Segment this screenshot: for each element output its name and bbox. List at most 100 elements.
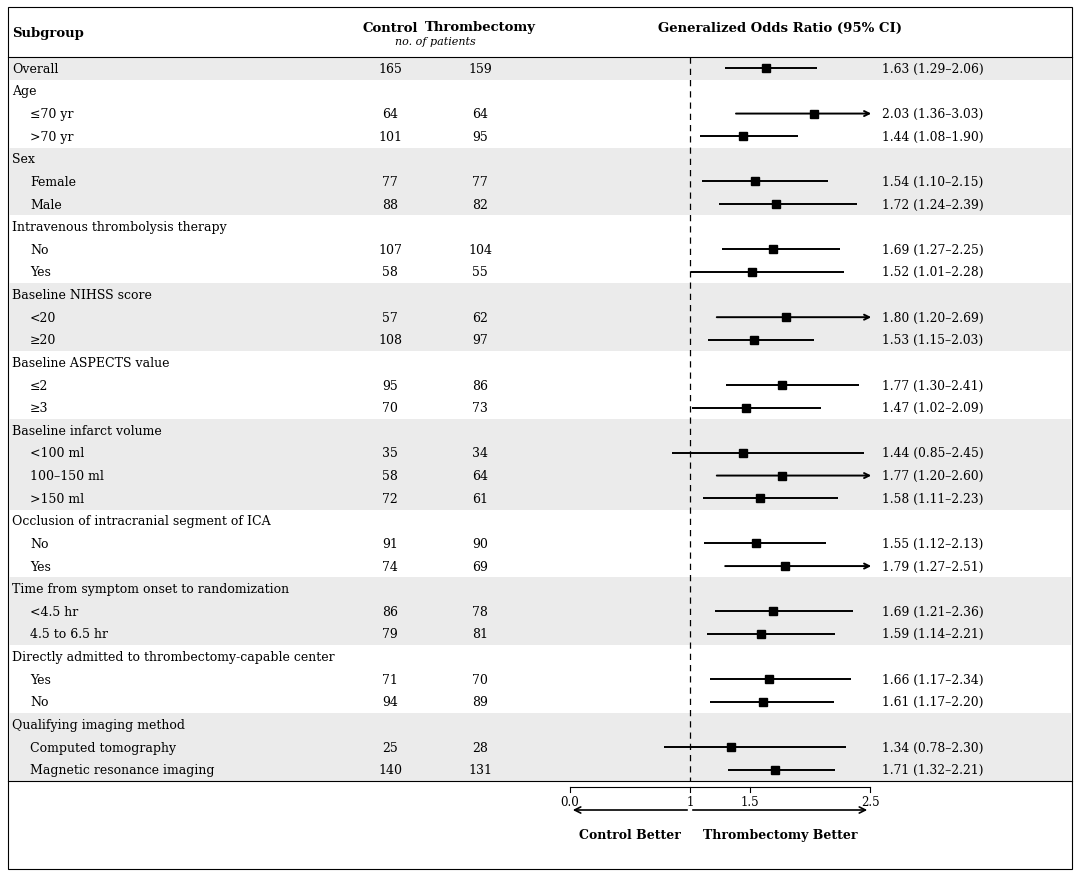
Text: 78: 78 <box>472 605 488 618</box>
Text: 69: 69 <box>472 560 488 573</box>
Text: 86: 86 <box>472 379 488 392</box>
Bar <box>9 623 1071 645</box>
Text: 1.79 (1.27–2.51): 1.79 (1.27–2.51) <box>882 560 984 573</box>
Text: Yes: Yes <box>30 560 51 573</box>
Bar <box>9 148 1071 171</box>
Text: 79: 79 <box>382 628 397 641</box>
Text: 62: 62 <box>472 311 488 324</box>
Text: 1.54 (1.10–2.15): 1.54 (1.10–2.15) <box>882 175 984 189</box>
Text: 64: 64 <box>382 108 399 121</box>
Text: 1.72 (1.24–2.39): 1.72 (1.24–2.39) <box>882 198 984 211</box>
Text: 1.66 (1.17–2.34): 1.66 (1.17–2.34) <box>882 673 984 686</box>
Text: Yes: Yes <box>30 266 51 279</box>
Text: Control Better: Control Better <box>579 828 680 841</box>
Text: <100 ml: <100 ml <box>30 447 84 460</box>
Text: 131: 131 <box>468 763 492 776</box>
Text: No: No <box>30 695 49 709</box>
Text: ≥20: ≥20 <box>30 334 56 347</box>
Text: 89: 89 <box>472 695 488 709</box>
Text: Qualifying imaging method: Qualifying imaging method <box>12 718 185 731</box>
Text: Sex: Sex <box>12 153 35 166</box>
Text: 107: 107 <box>378 244 402 256</box>
Text: 1.77 (1.20–2.60): 1.77 (1.20–2.60) <box>882 469 984 482</box>
Text: 1.77 (1.30–2.41): 1.77 (1.30–2.41) <box>882 379 984 392</box>
Text: 4.5 to 6.5 hr: 4.5 to 6.5 hr <box>30 628 108 641</box>
Text: 1.80 (1.20–2.69): 1.80 (1.20–2.69) <box>882 311 984 324</box>
Text: 55: 55 <box>472 266 488 279</box>
Text: 82: 82 <box>472 198 488 211</box>
Text: ≥3: ≥3 <box>30 402 49 415</box>
Text: Occlusion of intracranial segment of ICA: Occlusion of intracranial segment of ICA <box>12 515 271 528</box>
Text: Baseline infarct volume: Baseline infarct volume <box>12 424 162 438</box>
Text: 58: 58 <box>382 469 397 482</box>
Bar <box>9 578 1071 601</box>
Text: 72: 72 <box>382 492 397 505</box>
Text: 91: 91 <box>382 538 397 550</box>
Text: Male: Male <box>30 198 62 211</box>
Text: 1.34 (0.78–2.30): 1.34 (0.78–2.30) <box>882 741 984 753</box>
Text: 77: 77 <box>382 175 397 189</box>
Text: Magnetic resonance imaging: Magnetic resonance imaging <box>30 763 215 776</box>
Text: Age: Age <box>12 85 37 98</box>
Text: Yes: Yes <box>30 673 51 686</box>
Text: 77: 77 <box>472 175 488 189</box>
Text: 74: 74 <box>382 560 397 573</box>
Text: 2.5: 2.5 <box>861 795 879 808</box>
Text: 86: 86 <box>382 605 399 618</box>
Text: 64: 64 <box>472 108 488 121</box>
Text: Thrombectomy Better: Thrombectomy Better <box>703 828 858 841</box>
Text: 71: 71 <box>382 673 397 686</box>
Text: 57: 57 <box>382 311 397 324</box>
Text: 101: 101 <box>378 131 402 144</box>
Text: 64: 64 <box>472 469 488 482</box>
Text: Intravenous thrombolysis therapy: Intravenous thrombolysis therapy <box>12 221 227 234</box>
Text: Computed tomography: Computed tomography <box>30 741 176 753</box>
Text: 2.03 (1.36–3.03): 2.03 (1.36–3.03) <box>882 108 984 121</box>
Text: 70: 70 <box>382 402 397 415</box>
Bar <box>9 736 1071 759</box>
Text: 0.0: 0.0 <box>561 795 579 808</box>
Text: 1.69 (1.27–2.25): 1.69 (1.27–2.25) <box>882 244 984 256</box>
Bar <box>9 329 1071 352</box>
Text: Subgroup: Subgroup <box>12 27 84 40</box>
Text: <20: <20 <box>30 311 56 324</box>
Bar <box>9 759 1071 781</box>
Text: 1.55 (1.12–2.13): 1.55 (1.12–2.13) <box>882 538 984 550</box>
Bar <box>9 58 1071 81</box>
Text: No: No <box>30 244 49 256</box>
Text: 95: 95 <box>472 131 488 144</box>
Bar <box>9 713 1071 736</box>
Text: 140: 140 <box>378 763 402 776</box>
Text: 100–150 ml: 100–150 ml <box>30 469 104 482</box>
Text: >70 yr: >70 yr <box>30 131 73 144</box>
Text: Overall: Overall <box>12 63 58 75</box>
Text: Female: Female <box>30 175 76 189</box>
Text: 108: 108 <box>378 334 402 347</box>
Text: 1.47 (1.02–2.09): 1.47 (1.02–2.09) <box>882 402 984 415</box>
Text: Generalized Odds Ratio (95% CI): Generalized Odds Ratio (95% CI) <box>658 21 902 34</box>
Text: Directly admitted to thrombectomy-capable center: Directly admitted to thrombectomy-capabl… <box>12 651 335 663</box>
Text: 159: 159 <box>468 63 491 75</box>
Text: 1: 1 <box>686 795 693 808</box>
Text: Baseline NIHSS score: Baseline NIHSS score <box>12 289 152 302</box>
Text: no. of patients: no. of patients <box>394 37 475 47</box>
Text: 1.59 (1.14–2.21): 1.59 (1.14–2.21) <box>882 628 984 641</box>
Text: 165: 165 <box>378 63 402 75</box>
Text: 1.53 (1.15–2.03): 1.53 (1.15–2.03) <box>882 334 983 347</box>
Text: 34: 34 <box>472 447 488 460</box>
Text: 1.61 (1.17–2.20): 1.61 (1.17–2.20) <box>882 695 984 709</box>
Text: 61: 61 <box>472 492 488 505</box>
Bar <box>9 307 1071 329</box>
Text: 1.71 (1.32–2.21): 1.71 (1.32–2.21) <box>882 763 984 776</box>
Text: Control: Control <box>362 21 418 34</box>
Text: 58: 58 <box>382 266 397 279</box>
Text: Baseline ASPECTS value: Baseline ASPECTS value <box>12 357 170 369</box>
Text: 95: 95 <box>382 379 397 392</box>
Bar <box>9 419 1071 442</box>
Bar <box>9 465 1071 488</box>
Bar <box>9 488 1071 510</box>
Text: 1.5: 1.5 <box>741 795 759 808</box>
Text: 1.44 (1.08–1.90): 1.44 (1.08–1.90) <box>882 131 984 144</box>
Text: <4.5 hr: <4.5 hr <box>30 605 78 618</box>
Text: 1.52 (1.01–2.28): 1.52 (1.01–2.28) <box>882 266 984 279</box>
